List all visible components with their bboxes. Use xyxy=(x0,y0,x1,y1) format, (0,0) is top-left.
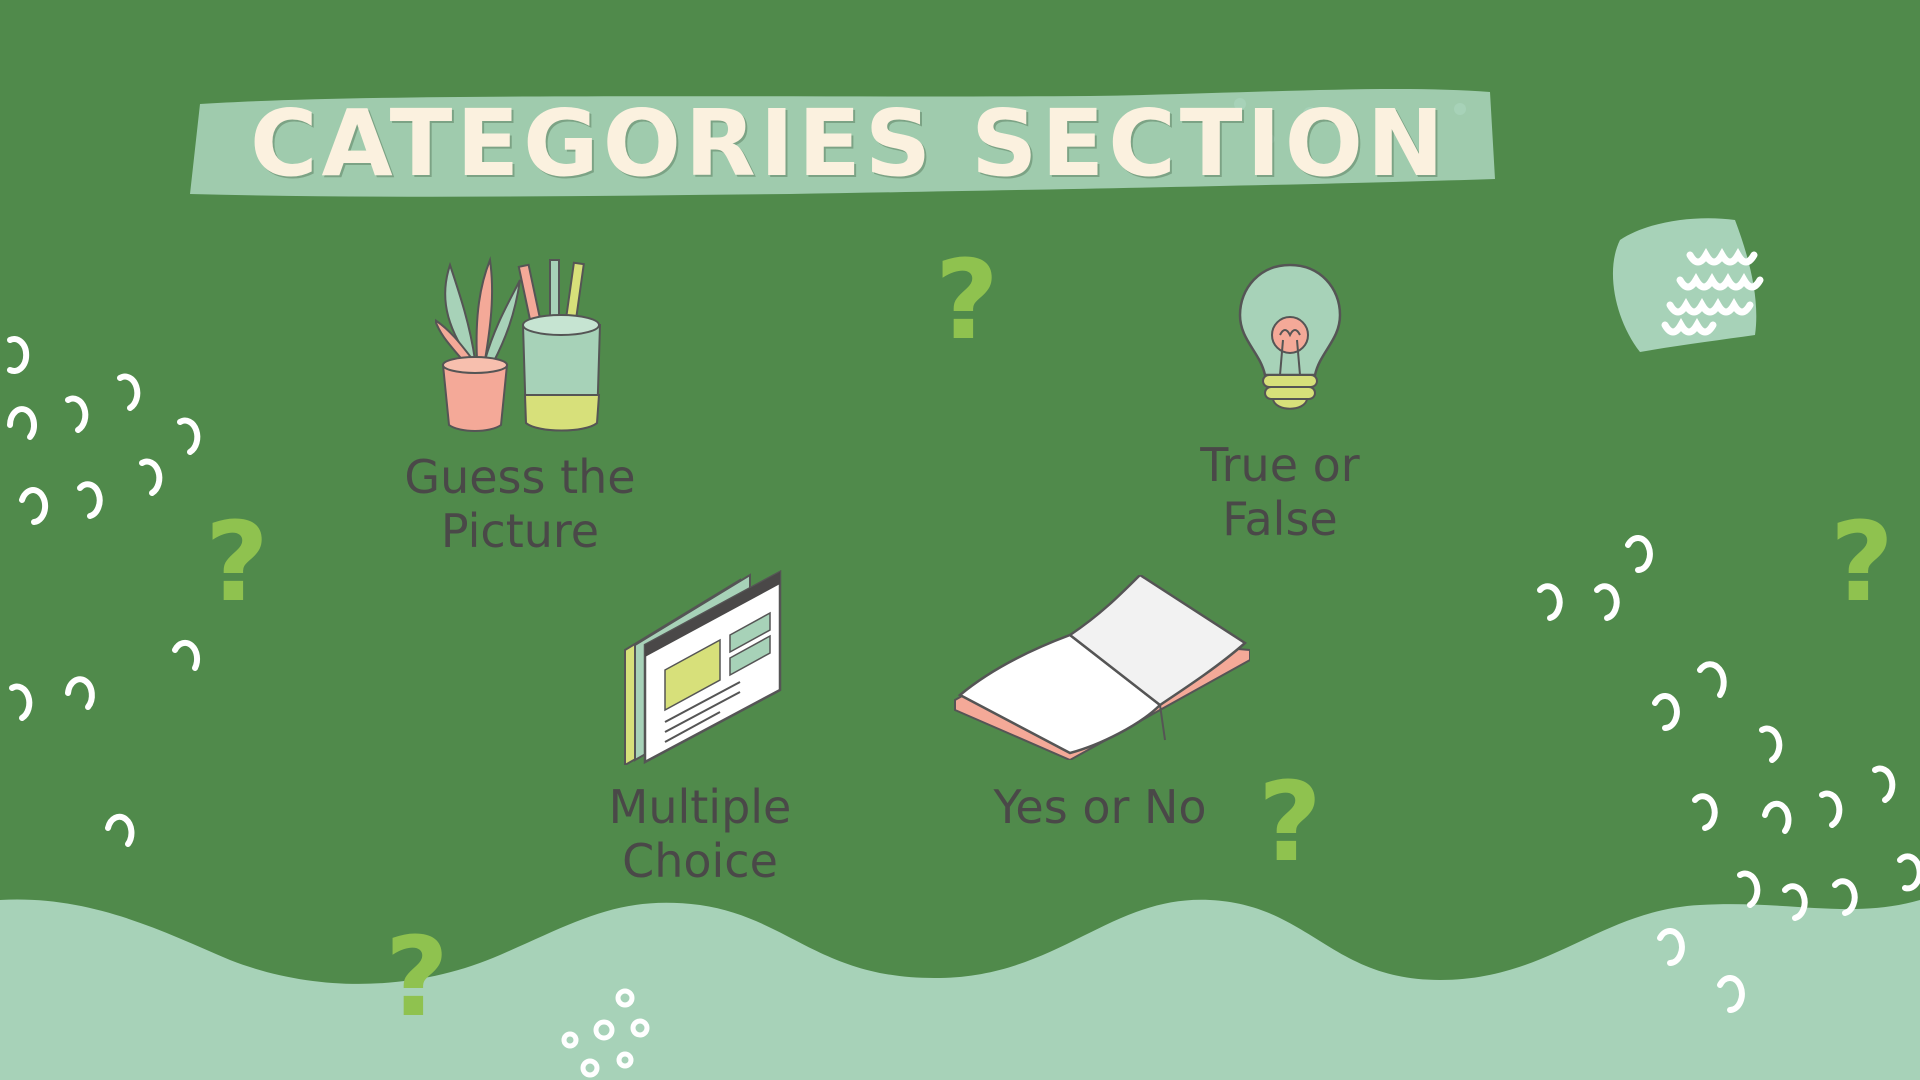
category-label: True or False xyxy=(1200,438,1360,546)
question-mark-icon: ? xyxy=(385,913,449,1041)
light-bulb-icon xyxy=(1238,263,1342,410)
category-yes-or-no[interactable]: Yes or No xyxy=(945,575,1255,845)
plant-pencil-cup-icon xyxy=(435,256,602,432)
question-mark-icon: ? xyxy=(205,498,269,626)
question-mark-icon: ? xyxy=(935,236,999,364)
page-title: CATEGORIES SECTION xyxy=(250,90,1448,197)
svg-text:?: ? xyxy=(205,498,269,626)
category-label: Guess the Picture xyxy=(404,450,636,558)
category-label: Multiple Choice xyxy=(608,780,792,888)
category-multiple-choice[interactable]: Multiple Choice xyxy=(580,570,820,900)
svg-text:?: ? xyxy=(935,236,999,364)
question-mark-icon: ? xyxy=(1258,758,1322,886)
category-guess-the-picture[interactable]: Guess the Picture xyxy=(395,255,645,565)
squiggle-lines xyxy=(1661,247,1764,336)
browser-window-icon xyxy=(624,570,782,765)
svg-text:?: ? xyxy=(385,913,449,1041)
category-label: Yes or No xyxy=(993,780,1207,834)
brush-stroke-banner xyxy=(190,88,1495,197)
open-book-icon xyxy=(954,575,1250,760)
bottom-wave xyxy=(0,899,1920,1080)
title-banner: CATEGORIES SECTION xyxy=(190,84,1500,204)
circle-dots xyxy=(561,988,650,1078)
crescent-marks xyxy=(7,336,1920,1013)
svg-text:?: ? xyxy=(1258,758,1322,886)
question-mark-icon: ? xyxy=(1830,498,1894,626)
category-true-or-false[interactable]: True or False xyxy=(1155,255,1405,546)
svg-text:?: ? xyxy=(1830,498,1894,626)
